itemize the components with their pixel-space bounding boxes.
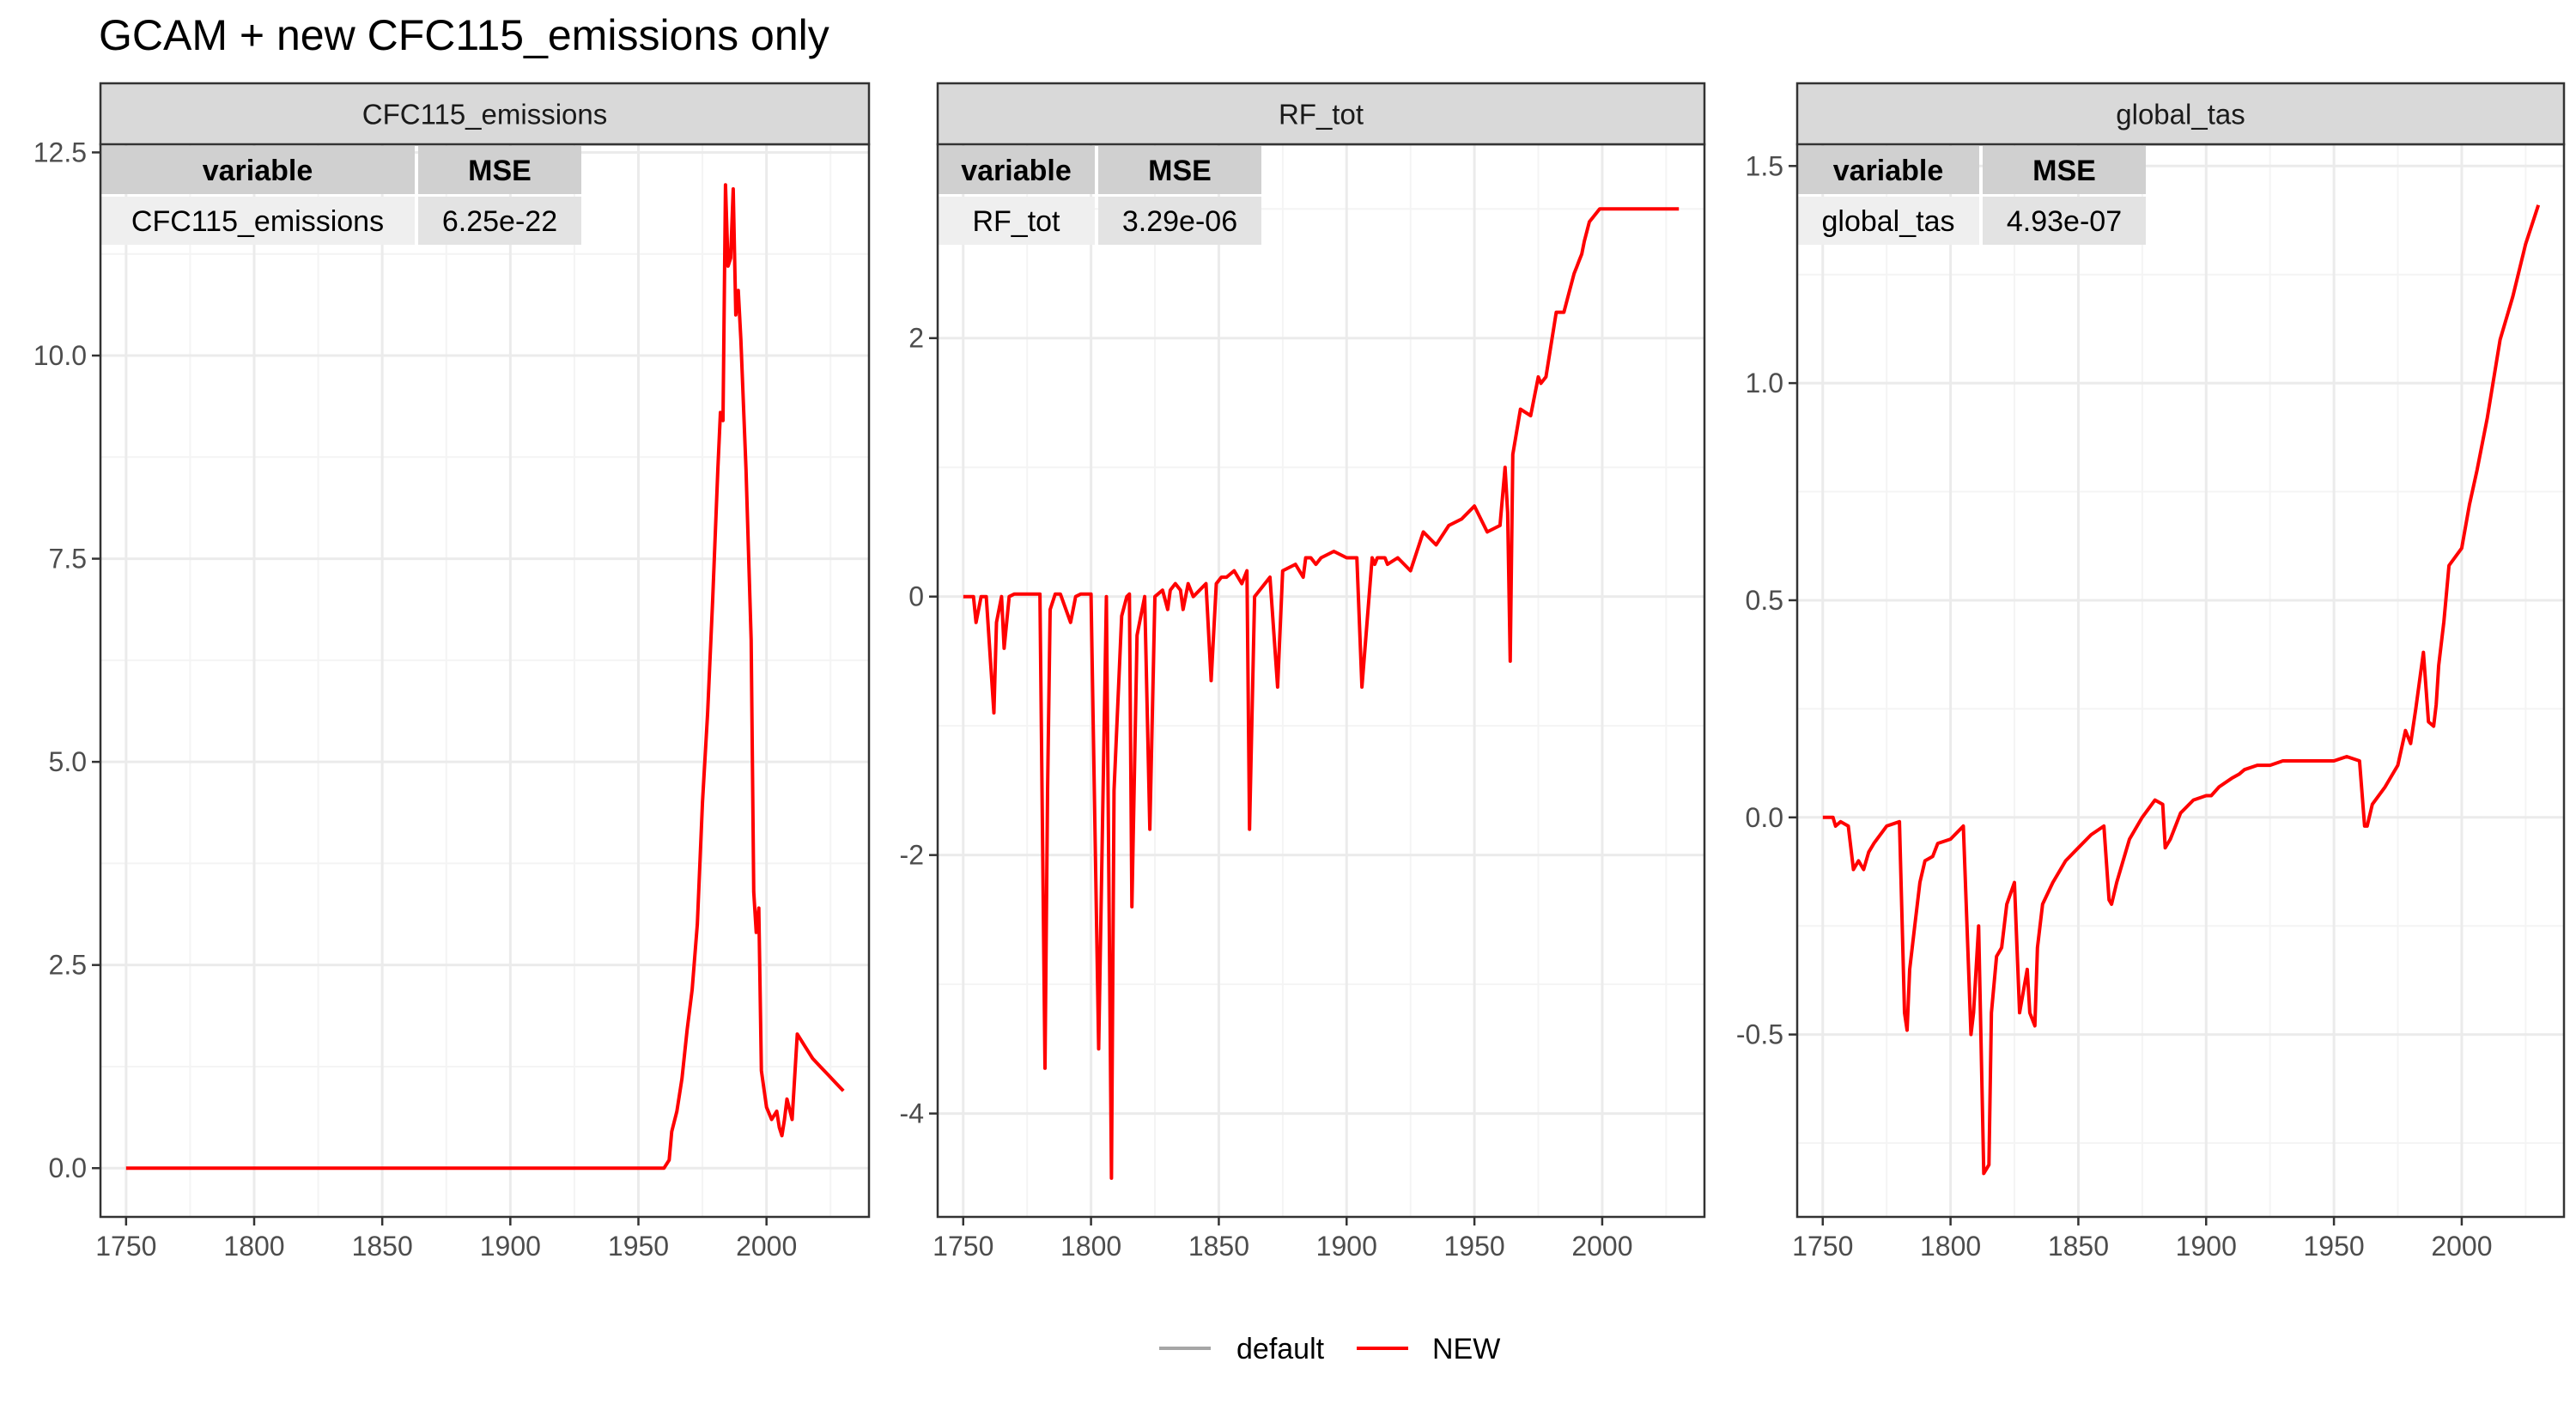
mse-table-variable-value: RF_tot — [972, 205, 1060, 238]
mse-table-header-mse: MSE — [2032, 155, 2096, 187]
mse-table-header-mse: MSE — [1148, 155, 1212, 187]
mse-table-cell — [100, 197, 415, 245]
panel-global-tas: variable MSE global_tas 4.93e-07 global_tas 1… — [1736, 82, 2566, 1262]
mse-table: variable MSE RF_tot 3.29e-06 — [938, 146, 1261, 245]
plot-area — [938, 144, 1704, 1217]
series-line-new — [963, 207, 1680, 1180]
mse-table-header-variable: variable — [203, 155, 313, 187]
x-tick-label: 1950 — [2304, 1231, 2365, 1262]
mse-table-cell — [1098, 197, 1261, 245]
series-line-new — [1822, 204, 2541, 1176]
x-tick-label: 1950 — [608, 1231, 669, 1262]
y-tick-label: -0.5 — [1736, 1019, 1783, 1050]
x-tick-label: 1800 — [1920, 1231, 1981, 1262]
x-tick-label: 1750 — [1792, 1231, 1853, 1262]
panel-rf-tot: variable MSE RF_tot 3.29e-06 RF_tot 1750 1800 1… — [900, 82, 1706, 1262]
mse-table-mse-value: 3.29e-06 — [1122, 205, 1237, 238]
y-tick-label: 0.5 — [1746, 585, 1783, 616]
mse-table-variable-value: CFC115_emissions — [131, 205, 384, 238]
y-tick-label: 2.5 — [49, 950, 87, 981]
y-tick-label: 10.0 — [33, 340, 87, 371]
y-tick-label: 1.0 — [1746, 368, 1783, 398]
x-tick-label: 1900 — [1316, 1231, 1377, 1262]
facet-strip-label: CFC115_emissions — [362, 99, 608, 131]
mse-table: variable MSE global_tas 4.93e-07 — [1797, 146, 2146, 245]
mse-table-cell — [418, 197, 581, 245]
facet-strip — [1795, 82, 2566, 146]
legend: default NEW — [1159, 1333, 1500, 1365]
mse-table-header-variable: variable — [1833, 155, 1944, 187]
plot-area — [100, 144, 869, 1217]
x-tick-label: 1750 — [933, 1231, 993, 1262]
mse-table-header-cell — [1098, 146, 1261, 194]
x-tick-label: 1900 — [2176, 1231, 2237, 1262]
x-tick-label: 1800 — [223, 1231, 284, 1262]
mse-table-cell — [1983, 197, 2146, 245]
y-tick-label: 2 — [908, 323, 924, 354]
facet-strip-label: RF_tot — [1279, 99, 1364, 131]
y-tick-label: 0.0 — [1746, 802, 1783, 833]
x-tick-label: 2000 — [1571, 1231, 1632, 1262]
y-tick-label: 7.5 — [49, 544, 87, 575]
facet-strip — [936, 82, 1706, 146]
mse-table-header-variable: variable — [961, 155, 1072, 187]
mse-table-header-cell — [1797, 146, 1979, 194]
mse-table-header-cell — [938, 146, 1095, 194]
mse-table-mse-value: 6.25e-22 — [442, 205, 557, 238]
x-tick-label: 2000 — [736, 1231, 797, 1262]
legend-label-new: NEW — [1432, 1333, 1500, 1365]
y-tick-label: 5.0 — [49, 746, 87, 777]
x-tick-label: 1950 — [1444, 1231, 1505, 1262]
x-tick-label: 2000 — [2431, 1231, 2492, 1262]
y-tick-label: 0 — [908, 581, 924, 612]
mse-table-mse-value: 4.93e-07 — [2007, 205, 2122, 238]
facet-strip — [99, 82, 871, 146]
mse-table-header-cell — [418, 146, 581, 194]
x-tick-label: 1900 — [480, 1231, 541, 1262]
chart-title: GCAM + new CFC115_emissions only — [99, 11, 829, 59]
y-tick-label: 1.5 — [1746, 150, 1783, 181]
y-tick-label: 0.0 — [49, 1152, 87, 1183]
x-tick-label: 1850 — [2048, 1231, 2109, 1262]
mse-table: variable MSE CFC115_emissions 6.25e-22 — [100, 146, 581, 245]
mse-table-cell — [938, 197, 1095, 245]
mse-table-cell — [1797, 197, 1979, 245]
series-line-new — [125, 183, 845, 1171]
y-tick-label: 12.5 — [33, 137, 87, 167]
facet-strip-label: global_tas — [2116, 99, 2245, 131]
plot-area — [1797, 144, 2564, 1217]
x-tick-label: 1800 — [1060, 1231, 1121, 1262]
x-tick-label: 1750 — [95, 1231, 156, 1262]
mse-table-header-mse: MSE — [468, 155, 532, 187]
y-tick-label: -4 — [900, 1098, 924, 1129]
x-tick-label: 1850 — [352, 1231, 413, 1262]
mse-table-header-cell — [1983, 146, 2146, 194]
mse-table-header-cell — [100, 146, 415, 194]
y-tick-label: -2 — [900, 840, 924, 871]
mse-table-variable-value: global_tas — [1821, 205, 1954, 238]
x-tick-label: 1850 — [1188, 1231, 1249, 1262]
legend-label-default: default — [1236, 1333, 1325, 1365]
panel-cfc115-emissions: variable MSE CFC115_emissions 6.25e-22 CFC11… — [33, 82, 871, 1262]
